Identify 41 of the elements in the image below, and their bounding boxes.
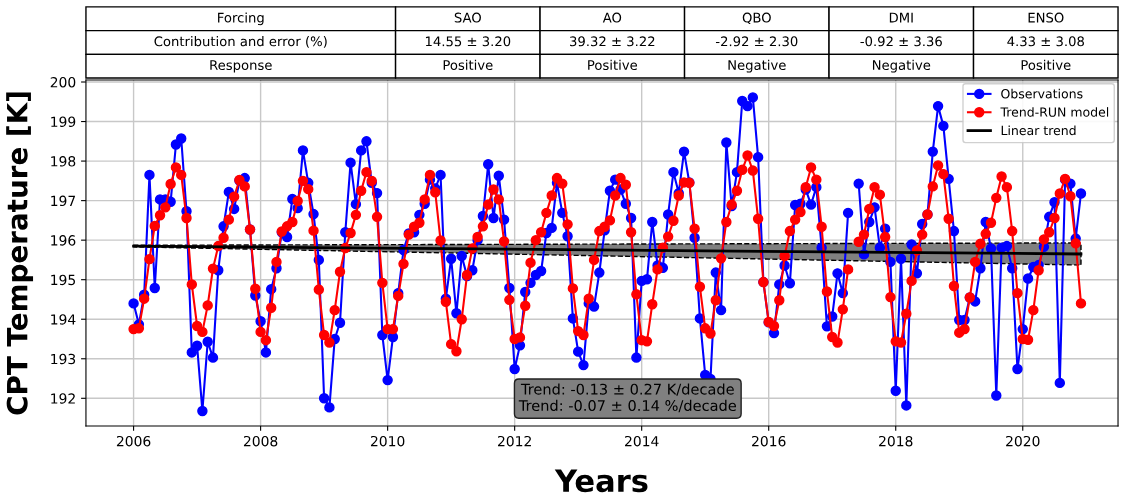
text: 14.55 ± 3.20 <box>425 36 511 47</box>
y-tick-label: 194 <box>51 314 76 325</box>
x-axis-title: Years <box>554 469 648 493</box>
text: Positive <box>588 59 638 71</box>
text: Negative <box>728 59 786 73</box>
text: Positive <box>443 59 493 71</box>
legend-label: Trend-RUN model <box>1000 107 1109 117</box>
category-label: DMI <box>889 12 913 23</box>
text: Negative <box>872 59 931 73</box>
text: Forcing <box>218 12 264 26</box>
legend-label: Observations <box>1001 88 1083 99</box>
y-tick-label: 193 <box>51 353 76 365</box>
category-label: Response <box>210 60 272 73</box>
x-tick-label: 2020 <box>1006 435 1040 447</box>
text: -2.92 ± 2.30 <box>715 36 798 47</box>
text: 39.32 ± 3.22 <box>570 36 655 47</box>
text: -0.92 ± 3.36 <box>860 36 942 47</box>
y-tick-label: 198 <box>51 156 76 167</box>
x-tick-label: 2006 <box>116 435 151 447</box>
y-tick-label: 192 <box>51 393 75 404</box>
category-label: QBO <box>742 12 771 25</box>
text: 4.33 ± 3.08 <box>1007 36 1084 47</box>
category-label: Contribution and error (%) <box>154 36 327 48</box>
y-tick-label: 199 <box>51 116 76 128</box>
y-tick-label: 197 <box>51 195 76 207</box>
legend-label: Linear trend <box>1001 125 1076 136</box>
category-label: SAO <box>454 12 481 23</box>
x-tick-label: 2016 <box>752 435 786 447</box>
y-tick-label: 195 <box>51 274 76 286</box>
category-label: AO <box>602 12 622 23</box>
annotation: Trend: -0.13 ± 0.27 K/decade Trend: -0.07 ± 0.14 %/decade <box>518 383 736 413</box>
x-tick-label: 2018 <box>879 435 913 447</box>
y-tick-label: 196 <box>51 235 76 246</box>
x-tick-label: 2010 <box>370 435 405 447</box>
y-axis-title: CPT Temperature [K] <box>6 92 34 415</box>
text: Positive <box>1021 59 1071 71</box>
x-tick-label: 2008 <box>243 435 278 447</box>
category-label: ENSO <box>1028 12 1064 23</box>
x-tick-label: 2014 <box>625 435 659 447</box>
x-tick-label: 2012 <box>498 435 531 447</box>
y-tick-label: 200 <box>50 76 76 88</box>
